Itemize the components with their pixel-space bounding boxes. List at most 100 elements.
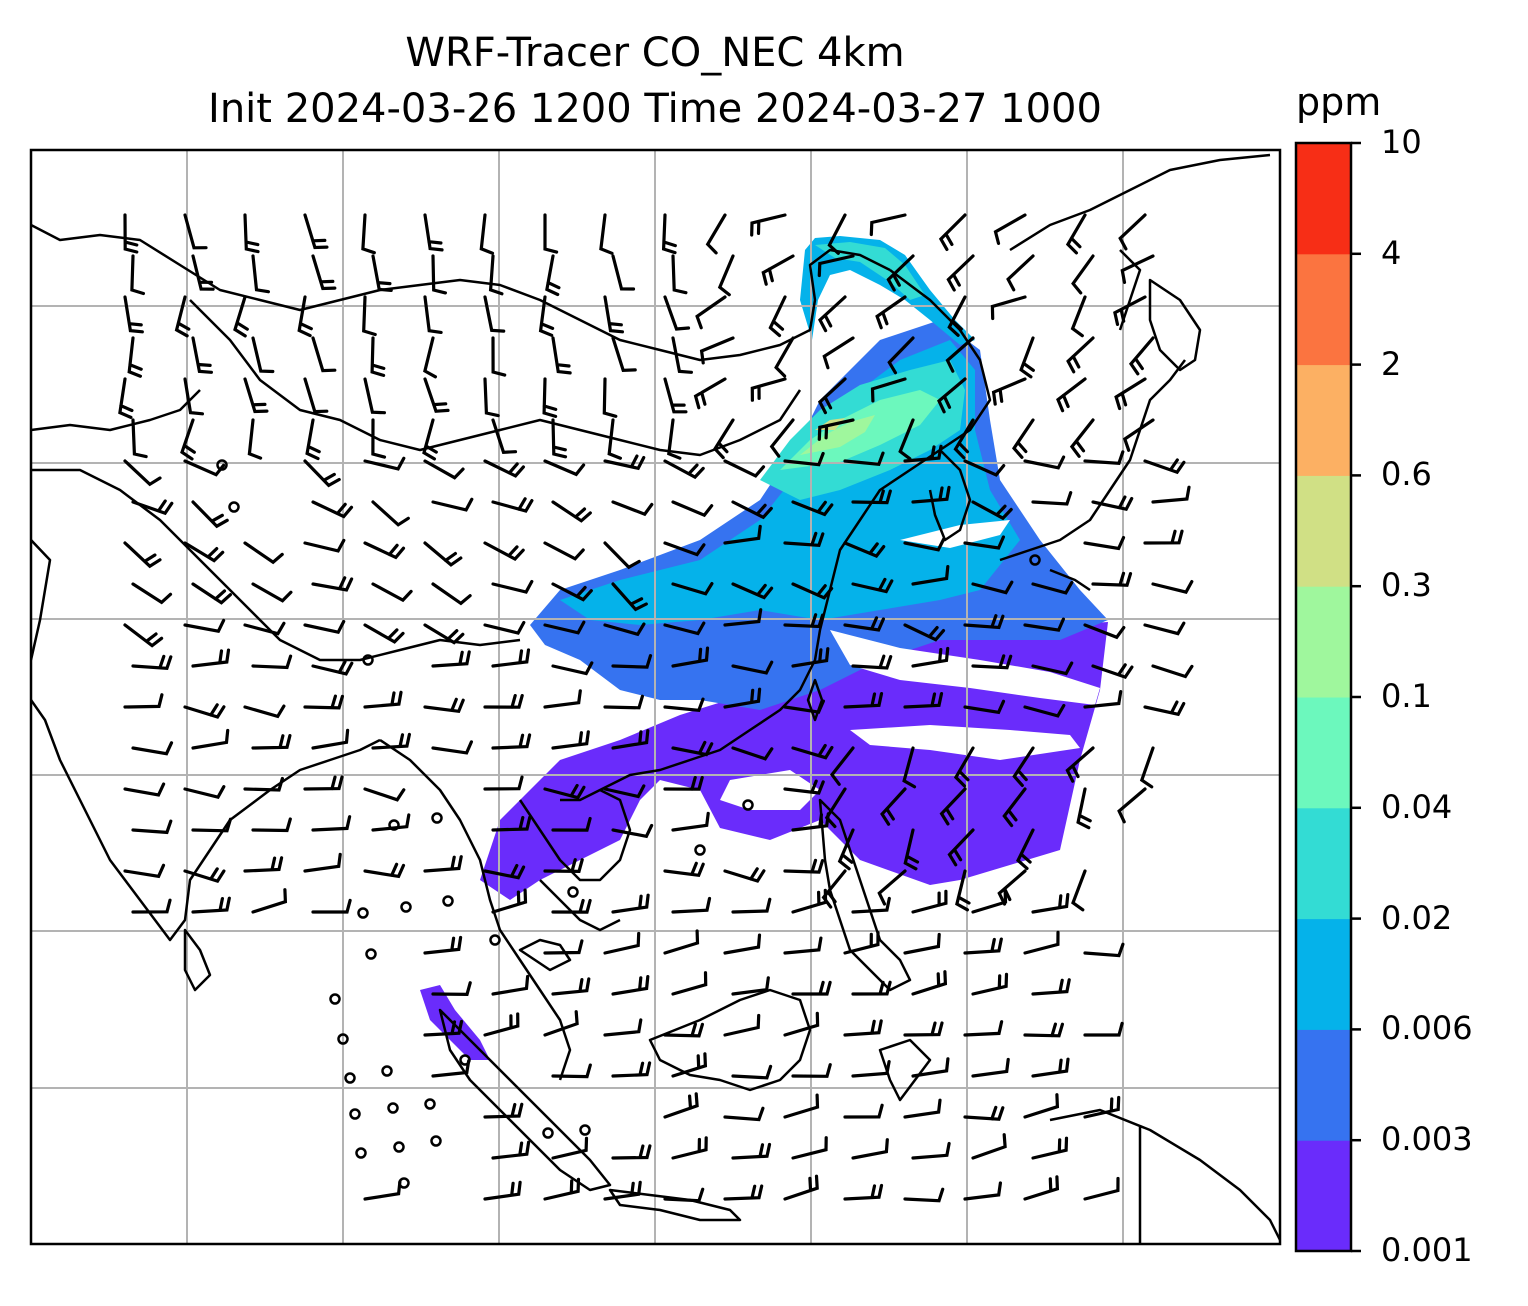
colorbar-segment: [1296, 364, 1351, 476]
colorbar-tick-label: 2: [1381, 344, 1402, 383]
wind-barb: [545, 254, 561, 297]
wind-barb: [423, 623, 465, 645]
wind-barb: [303, 538, 346, 553]
wind-barb: [911, 1141, 951, 1160]
wind-barb: [243, 213, 260, 254]
wind-barb: [491, 1140, 531, 1160]
wind-barb: [247, 418, 263, 460]
calm-wind-marker: [388, 819, 400, 831]
wind-barb: [1016, 828, 1035, 870]
wind-barb: [671, 646, 710, 668]
wind-barb: [1031, 1136, 1069, 1160]
wind-barb: [791, 743, 834, 760]
calm-wind-marker: [742, 799, 754, 811]
wind-barb: [431, 254, 447, 295]
wind-barb: [971, 972, 1009, 996]
map-title: WRF-Tracer CO_NEC 4km: [405, 30, 905, 76]
wind-barb: [431, 650, 471, 668]
wind-barb: [903, 623, 946, 642]
wind-barb: [543, 689, 582, 709]
wind-barb: [723, 1184, 764, 1201]
wind-barb: [723, 687, 762, 709]
wind-barb: [131, 819, 173, 835]
wind-barb: [1120, 254, 1155, 284]
wind-barb: [671, 811, 710, 832]
colorbar-tick-label: 0.02: [1381, 898, 1453, 937]
calm-wind-marker: [398, 1177, 410, 1189]
wind-barb: [191, 500, 229, 529]
wind-barb: [791, 888, 828, 914]
wind-barb: [1023, 703, 1066, 718]
wind-barb: [1031, 661, 1074, 676]
wind-barb: [123, 623, 164, 648]
calm-wind-marker: [349, 1108, 361, 1120]
wind-barb: [371, 582, 413, 603]
calm-wind-marker: [430, 1135, 442, 1147]
wind-barb: [971, 654, 1013, 670]
wind-barb: [663, 377, 688, 414]
wind-barb: [1056, 377, 1087, 413]
wind-barb: [423, 697, 465, 714]
wind-barb: [731, 897, 772, 914]
wind-barb: [131, 741, 174, 756]
wind-barb: [1117, 787, 1147, 824]
wind-barb: [371, 254, 393, 292]
wind-barb: [243, 541, 284, 565]
wind-barb: [311, 728, 350, 750]
wind-barb: [947, 828, 975, 867]
wind-barb: [963, 535, 1005, 550]
wind-barb: [671, 740, 714, 757]
colorbar-tick-label: 0.6: [1381, 455, 1432, 494]
wind-barb: [783, 531, 825, 547]
wind-barb: [543, 1177, 581, 1201]
wind-barb: [851, 1060, 891, 1078]
wind-barb: [551, 898, 592, 914]
wind-barb: [1083, 623, 1126, 640]
wind-barb: [538, 295, 555, 337]
wind-barb: [963, 614, 1005, 630]
wind-barb: [311, 898, 352, 914]
colorbar-tick-label: 4: [1381, 233, 1402, 272]
wind-barb: [1031, 580, 1074, 595]
wind-barb: [911, 485, 951, 504]
wind-barb: [123, 295, 144, 334]
wind-barb: [783, 699, 825, 714]
wind-barb: [361, 213, 376, 255]
wind-barb: [191, 896, 231, 914]
wind-barb: [851, 896, 891, 914]
wind-barb: [843, 616, 885, 632]
wind-barb: [191, 648, 231, 668]
wind-barb: [869, 213, 907, 237]
wind-barb: [783, 451, 825, 467]
wind-barb: [1083, 450, 1125, 465]
wind-barbs: [118, 213, 1194, 1203]
wind-barb: [551, 661, 594, 676]
wind-barb: [422, 418, 438, 461]
wind-barb: [791, 980, 832, 996]
calm-wind-marker: [400, 901, 412, 913]
calm-wind-marker: [381, 1065, 393, 1077]
wind-barb: [543, 541, 585, 561]
colorbar-tick-label: 0.3: [1381, 566, 1432, 605]
plume-arc-inner: [815, 242, 925, 300]
wind-barb: [723, 459, 766, 478]
wind-barb: [123, 541, 162, 569]
wind-barb: [491, 888, 528, 914]
wind-barb: [953, 418, 975, 460]
wind-barb: [611, 1144, 652, 1160]
wind-barb: [311, 660, 354, 676]
calm-wind-marker: [344, 1072, 356, 1084]
wind-barb: [131, 654, 173, 670]
wind-barb: [791, 812, 830, 832]
wind-barb: [783, 779, 825, 795]
wind-barb: [423, 459, 465, 480]
wind-barb: [671, 336, 693, 374]
wind-barb: [731, 1142, 772, 1160]
wind-barb: [603, 694, 644, 710]
wind-barb: [671, 896, 712, 914]
calm-wind-marker: [357, 907, 369, 919]
wind-barb: [251, 582, 293, 603]
wind-barb: [363, 1180, 402, 1201]
wind-barb: [371, 500, 410, 527]
